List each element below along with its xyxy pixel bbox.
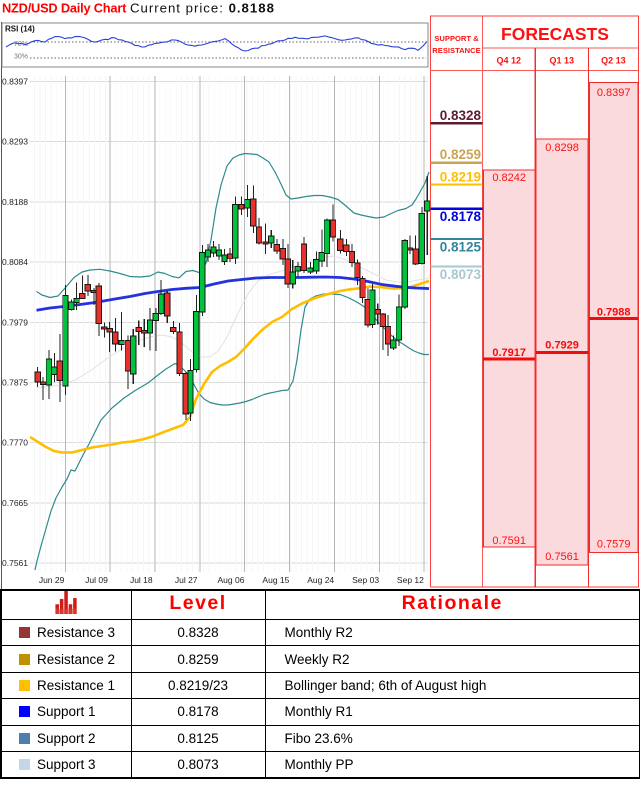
svg-text:Q4 12: Q4 12 [497, 56, 522, 66]
svg-text:Aug 06: Aug 06 [218, 575, 245, 585]
svg-text:0.8125: 0.8125 [440, 240, 482, 255]
svg-text:0.8259: 0.8259 [440, 147, 481, 162]
svg-text:0.8178: 0.8178 [440, 209, 482, 224]
svg-text:SUPPORT &: SUPPORT & [434, 34, 479, 43]
svg-text:0.8073: 0.8073 [440, 267, 482, 282]
svg-text:Jul 18: Jul 18 [130, 575, 153, 585]
svg-text:70%: 70% [14, 41, 28, 48]
svg-text:0.7561: 0.7561 [545, 551, 579, 563]
svg-text:Q1 13: Q1 13 [550, 56, 575, 66]
svg-text:30%: 30% [14, 54, 28, 61]
svg-text:0.7770: 0.7770 [2, 438, 28, 448]
svg-text:RSI (14): RSI (14) [5, 25, 35, 34]
svg-text:0.8397: 0.8397 [597, 87, 631, 99]
svg-text:Sep 12: Sep 12 [397, 575, 424, 585]
svg-text:0.8084: 0.8084 [2, 257, 28, 267]
svg-text:0.7561: 0.7561 [2, 558, 28, 568]
svg-text:0.8293: 0.8293 [2, 137, 28, 147]
svg-text:0.8188: 0.8188 [2, 197, 28, 207]
svg-text:Sep 03: Sep 03 [352, 575, 379, 585]
svg-text:Aug 15: Aug 15 [262, 575, 289, 585]
svg-text:Jul 09: Jul 09 [85, 575, 108, 585]
svg-text:0.7875: 0.7875 [2, 378, 28, 388]
svg-text:FORECASTS: FORECASTS [501, 24, 609, 44]
svg-text:NZD/USD Daily Chart: NZD/USD Daily Chart [2, 1, 127, 16]
svg-text:0.7591: 0.7591 [492, 535, 526, 547]
svg-text:0.8242: 0.8242 [492, 172, 526, 184]
svg-text:Q2 13: Q2 13 [601, 56, 626, 66]
svg-text:Current price: 0.8188: Current price: 0.8188 [130, 1, 275, 16]
svg-text:0.7579: 0.7579 [597, 539, 631, 551]
svg-text:0.8219: 0.8219 [440, 170, 481, 185]
svg-text:0.7979: 0.7979 [2, 317, 28, 327]
svg-text:0.8397: 0.8397 [2, 77, 28, 87]
svg-text:Aug 24: Aug 24 [307, 575, 334, 585]
svg-text:Jul 27: Jul 27 [175, 575, 198, 585]
svg-text:0.7665: 0.7665 [2, 498, 28, 508]
svg-text:RESISTANCE: RESISTANCE [432, 46, 480, 55]
svg-text:0.7929: 0.7929 [545, 340, 579, 352]
svg-text:0.7917: 0.7917 [492, 347, 526, 359]
svg-text:Jun 29: Jun 29 [39, 575, 65, 585]
svg-text:0.8328: 0.8328 [440, 108, 482, 123]
svg-text:0.8298: 0.8298 [545, 142, 579, 154]
svg-text:0.7988: 0.7988 [597, 307, 631, 319]
